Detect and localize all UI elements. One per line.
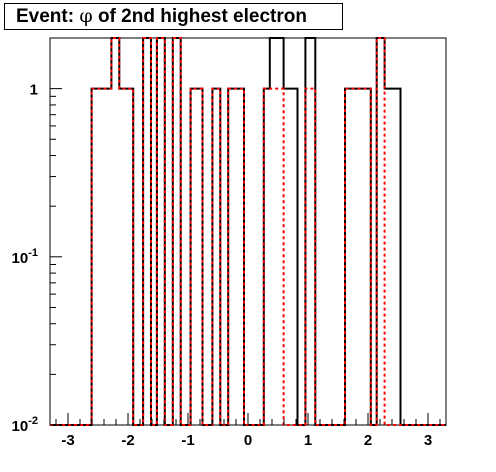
y-tick-label: 10-2 [12,415,38,435]
title-suffix: of 2nd highest electron [92,6,307,27]
x-tick-label: 3 [424,432,432,449]
histogram-series-1 [50,37,446,426]
x-tick-label: -1 [181,432,194,449]
histogram-series-2 [50,37,446,426]
plot-frame [49,37,447,426]
x-tick-label: 0 [244,432,252,449]
title-prefix: Event: [16,6,80,27]
axis-layer: -3 -2 -1 0 1 2 3 10-2 10-1 1 [12,37,441,449]
x-tick-label: 2 [364,432,372,449]
series-layer [50,37,446,426]
x-tick-label: -2 [121,432,134,449]
x-tick-label: 1 [304,432,312,449]
y-tick-label: 1 [30,82,38,99]
title-phi-symbol: φ [79,5,93,27]
chart-title: Event: φ of 2nd highest electron [4,3,343,30]
x-tick-label: -3 [61,432,74,449]
y-tick-label: 10-1 [12,247,38,267]
